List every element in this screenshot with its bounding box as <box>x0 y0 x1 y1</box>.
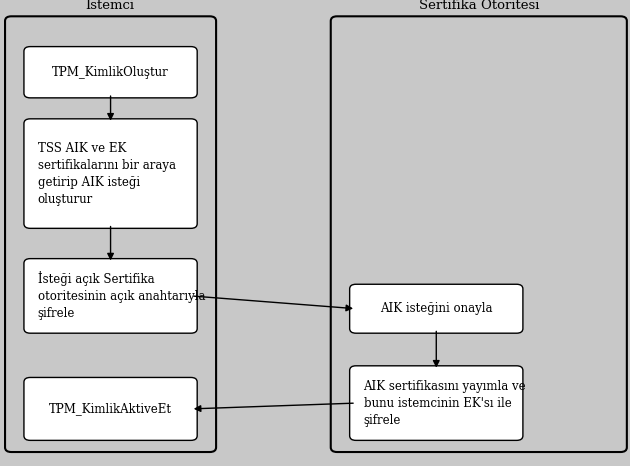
FancyBboxPatch shape <box>350 284 523 333</box>
FancyBboxPatch shape <box>350 366 523 440</box>
Text: TPM_KimlikAktiveEt: TPM_KimlikAktiveEt <box>49 403 172 415</box>
Text: AIK isteğini onayla: AIK isteğini onayla <box>380 302 493 315</box>
FancyBboxPatch shape <box>24 47 197 98</box>
Text: İsteği açık Sertifika
otoritesinin açık anahtarıyla
şifrele: İsteği açık Sertifika otoritesinin açık … <box>38 271 205 321</box>
FancyBboxPatch shape <box>24 259 197 333</box>
Text: Sertifika Otoritesi: Sertifika Otoritesi <box>418 0 539 12</box>
Text: AIK sertifikasını yayımla ve
bunu istemcinin EK'sı ile
şifrele: AIK sertifikasını yayımla ve bunu istemc… <box>364 380 526 426</box>
FancyBboxPatch shape <box>24 377 197 440</box>
FancyBboxPatch shape <box>5 16 216 452</box>
FancyBboxPatch shape <box>331 16 627 452</box>
Text: TPM_KimlikOluştur: TPM_KimlikOluştur <box>52 66 169 79</box>
Text: TSS AIK ve EK
sertifikalarını bir araya
getirip AIK isteği
oluşturur: TSS AIK ve EK sertifikalarını bir araya … <box>38 142 176 206</box>
FancyBboxPatch shape <box>24 119 197 228</box>
Text: İstemci: İstemci <box>86 0 135 12</box>
